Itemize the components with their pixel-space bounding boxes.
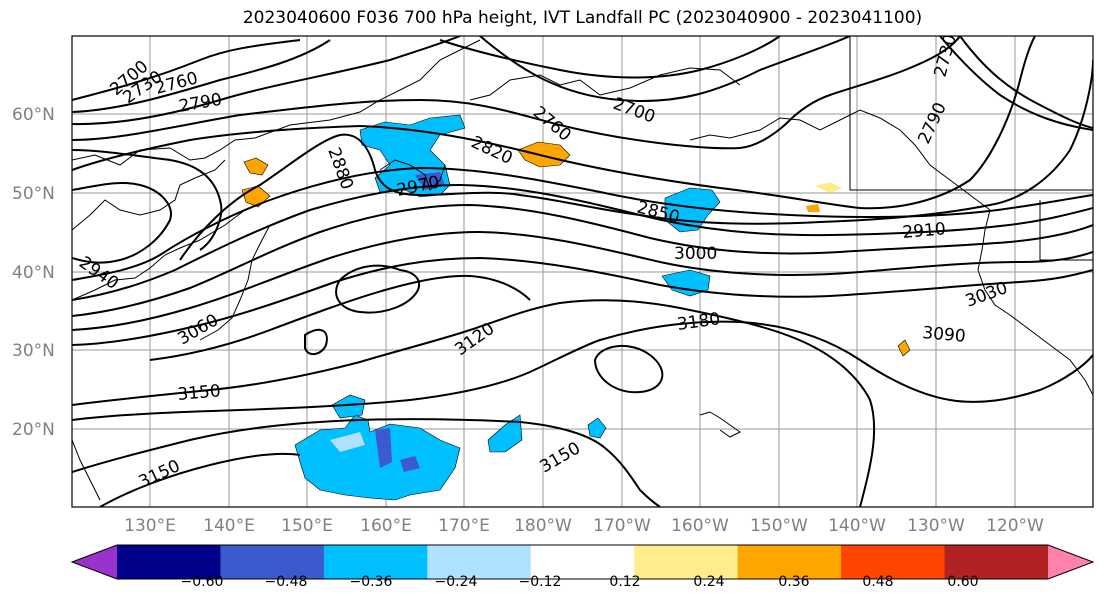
colorbar-segment	[944, 545, 1049, 579]
colorbar-tick: −0.60	[181, 574, 224, 590]
colorbar-segment	[737, 545, 842, 579]
lon-label-170e: 170°E	[438, 516, 490, 536]
lon-label-130w: 130°W	[907, 516, 965, 536]
ivt-region-baja	[897, 339, 911, 357]
ivt-region-gulf-a	[815, 182, 842, 193]
lat-label-40n: 40°N	[12, 263, 55, 283]
colorbar-tick: −0.36	[350, 574, 393, 590]
lon-label-140e: 140°E	[203, 516, 255, 536]
colorbar-tick-labels: −0.60 −0.48 −0.36 −0.24 −0.12 0.12 0.24 …	[181, 574, 979, 590]
colorbar-outline	[70, 544, 1095, 580]
lon-label-180w: 180°W	[514, 516, 572, 536]
lon-label-160w: 160°W	[671, 516, 729, 536]
colorbar-segment	[634, 545, 739, 579]
map-title: 2023040600 F036 700 hPa height, IVT Land…	[242, 8, 923, 28]
colorbar-segment	[427, 545, 532, 579]
contour-label: 3090	[922, 323, 967, 347]
colorbar-extend-high	[1048, 545, 1093, 579]
ivt-region-small-c	[587, 417, 607, 439]
ivt-region-sakhalin-a	[243, 157, 269, 176]
lat-label-50n: 50°N	[12, 184, 55, 204]
lon-label-160e: 160°E	[360, 516, 412, 536]
latitude-labels: 60°N 50°N 40°N 30°N 20°N	[12, 105, 55, 440]
colorbar-extend-low	[72, 545, 117, 579]
ivt-region-gulf-b	[806, 204, 820, 212]
lon-label-150w: 150°W	[750, 516, 808, 536]
contour-label: 3000	[674, 244, 717, 264]
lon-label-140w: 140°W	[828, 516, 886, 536]
lat-label-30n: 30°N	[12, 341, 55, 361]
ivt-positive-regions	[241, 141, 911, 357]
colorbar-tick: 0.48	[862, 574, 893, 590]
colorbar-tick: −0.24	[435, 574, 478, 590]
colorbar-segment	[220, 545, 325, 579]
lon-label-130e: 130°E	[124, 516, 176, 536]
colorbar-tick: −0.12	[519, 574, 562, 590]
map-frame	[71, 35, 1094, 508]
colorbar-segment	[530, 545, 635, 579]
contour-label: 2910	[902, 219, 947, 243]
height-contours	[72, 36, 1093, 507]
ivt-region-tropical-core	[375, 428, 392, 468]
ivt-region-central-south	[661, 269, 711, 297]
lat-label-60n: 60°N	[12, 105, 55, 125]
colorbar-segment	[841, 545, 946, 579]
colorbar-segment	[117, 545, 221, 579]
longitude-labels: 130°E 140°E 150°E 160°E 170°E 180°W 170°…	[124, 516, 1044, 536]
ivt-negative-regions	[294, 114, 721, 501]
colorbar-segment	[323, 545, 428, 579]
lon-label-150e: 150°E	[281, 516, 333, 536]
colorbar-tick: 0.60	[947, 574, 978, 590]
ivt-region-tropical-core2	[400, 456, 420, 472]
contour-label: 3150	[177, 381, 222, 405]
ivt-region-small-b	[487, 414, 523, 453]
lon-label-170w: 170°W	[593, 516, 651, 536]
colorbar-tick: 0.24	[693, 574, 724, 590]
lon-label-120w: 120°W	[986, 516, 1044, 536]
ivt-region-tropical-pale	[330, 432, 365, 452]
ivt-region-small-a	[331, 394, 366, 419]
colorbar	[70, 544, 1095, 580]
lat-label-20n: 20°N	[12, 420, 55, 440]
colorbar-tick: 0.36	[778, 574, 809, 590]
colorbar-tick: −0.48	[265, 574, 308, 590]
colorbar-tick: 0.12	[609, 574, 640, 590]
